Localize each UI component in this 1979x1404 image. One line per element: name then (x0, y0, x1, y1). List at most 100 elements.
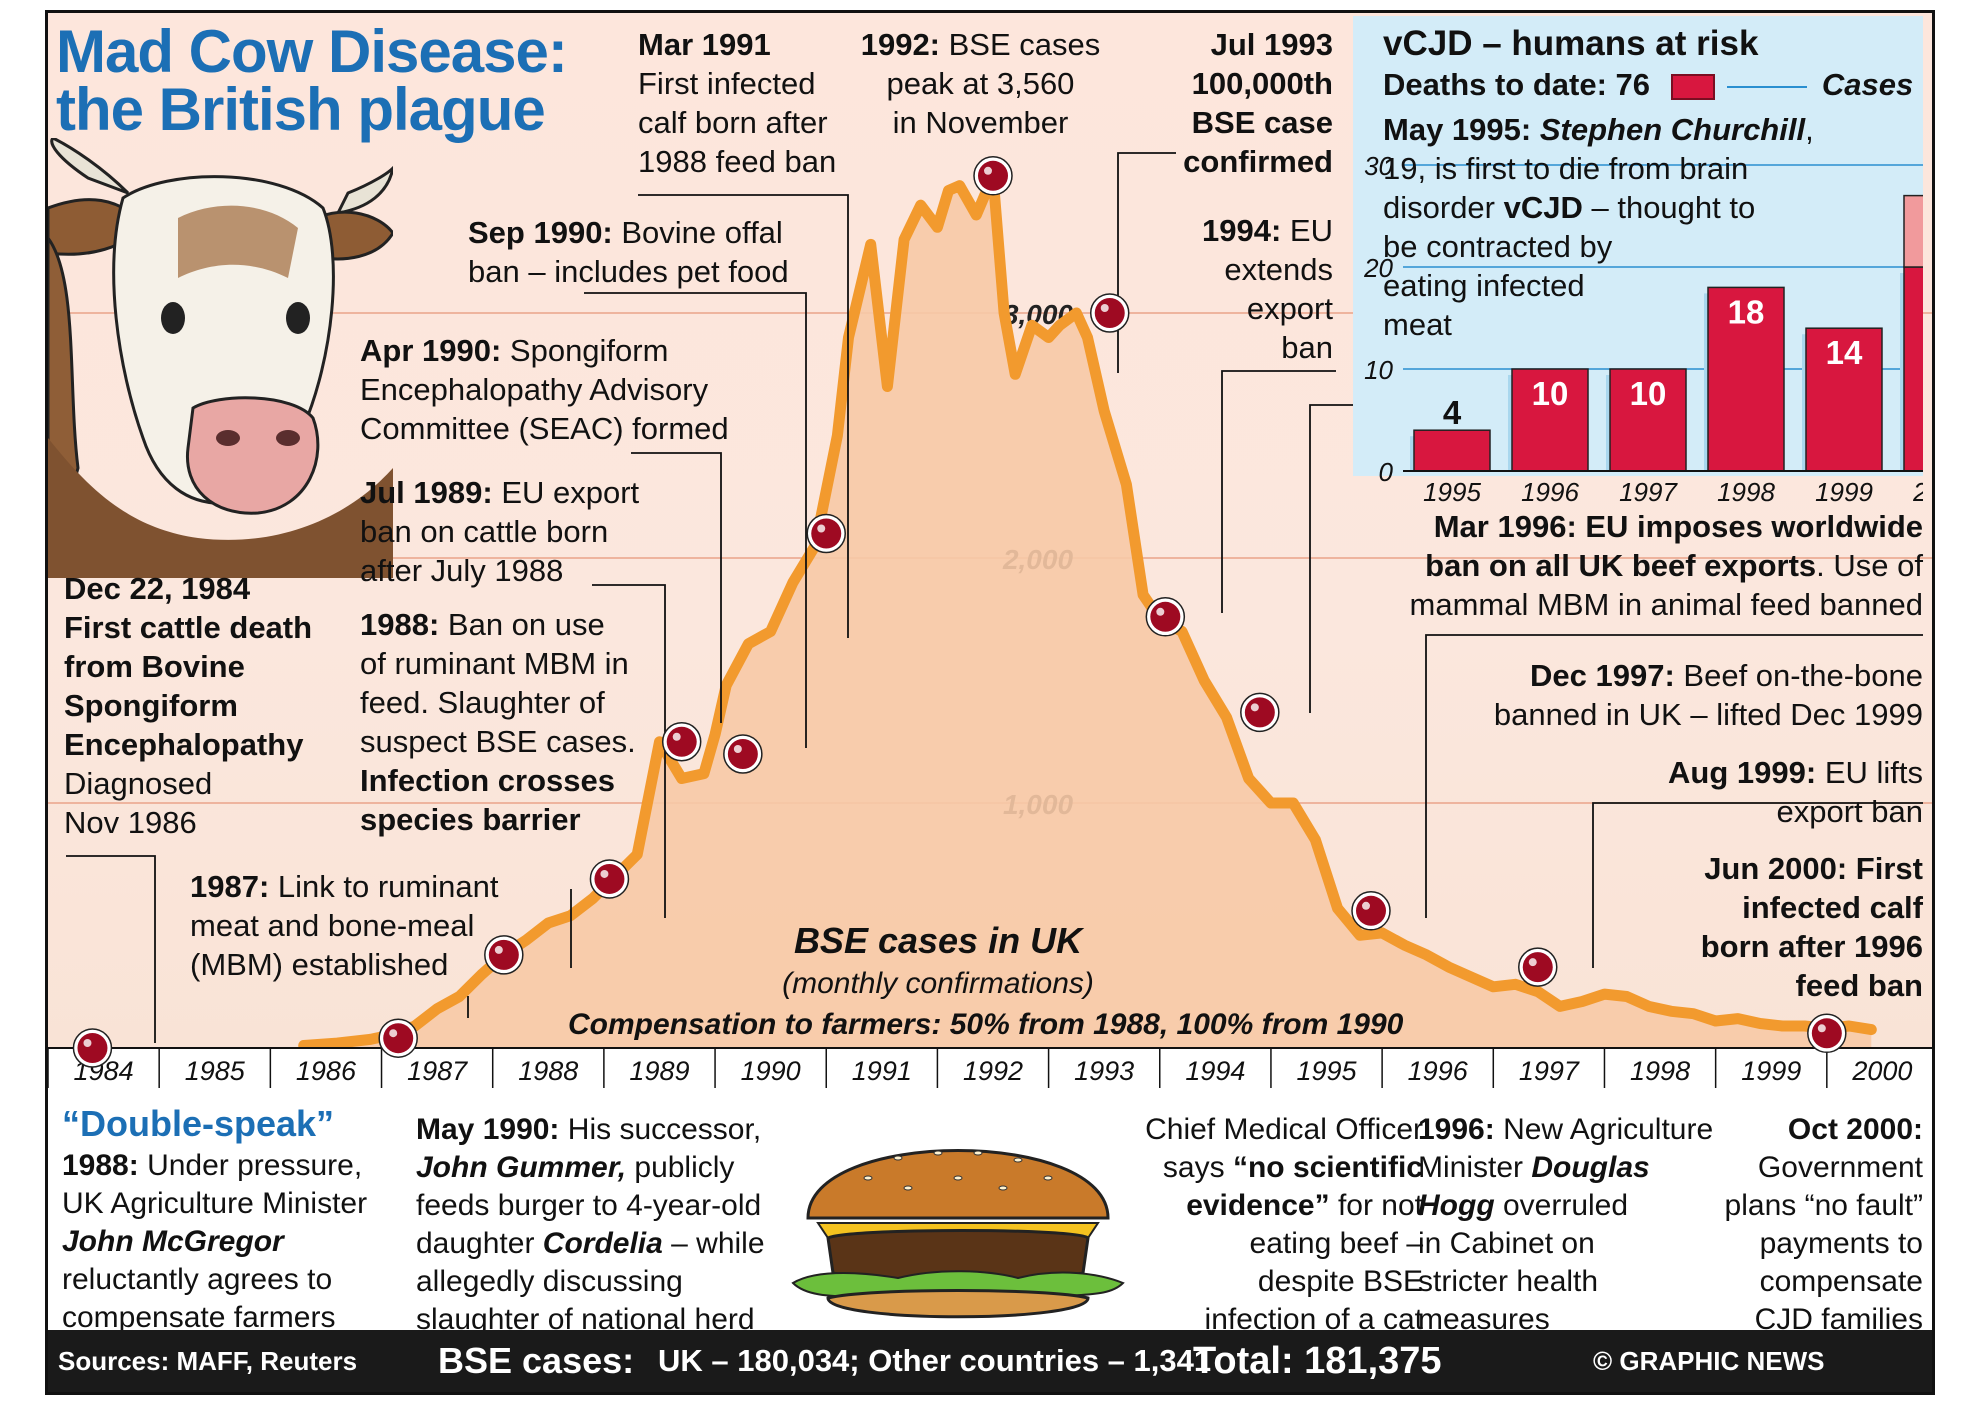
jul1993-line: confirmed (1183, 144, 1333, 179)
may1990-line: His successor, (559, 1113, 762, 1146)
cmo-line: says (1162, 1151, 1233, 1184)
inset-y-tick-label: 30 (1364, 151, 1393, 181)
y1996-date: 1996: (1418, 1113, 1495, 1146)
y1994-line: extends (1224, 252, 1333, 287)
event-marker (1145, 597, 1186, 637)
vcjd-note: May 1995: Stephen Churchill, 19, is firs… (1383, 110, 1814, 344)
event-marker (723, 734, 763, 774)
dec1984-line: Nov 1986 (64, 805, 197, 840)
annotation-1994: 1994: EU extends export ban (1148, 211, 1333, 367)
event-marker-dot (1094, 298, 1125, 328)
may1990-line: – while (662, 1227, 765, 1260)
y1994-line: ban (1281, 330, 1333, 365)
y1996-line: in Cabinet on (1418, 1227, 1595, 1260)
aug1999-date: Aug 1999: (1668, 755, 1817, 790)
y1996-name: Hogg (1418, 1189, 1495, 1222)
event-marker-shine (984, 166, 992, 175)
y1987-line: Link to ruminant (269, 869, 499, 904)
event-marker-shine (1528, 958, 1537, 967)
aug1999-line: export ban (1776, 794, 1924, 829)
vcjd-note-line: meat (1383, 307, 1452, 342)
dec1984-line: from Bovine (64, 649, 245, 684)
x-tick-label: 1991 (852, 1056, 912, 1086)
y1994-line: EU (1281, 213, 1333, 248)
mar1996-line: Mar 1996: EU imposes worldwide (1433, 509, 1923, 544)
y1992-line: peak at 3,560 (886, 66, 1075, 101)
y1988-line: of ruminant MBM in (360, 646, 629, 681)
legend-swatch (1670, 73, 1715, 100)
bottom-oct2000: Oct 2000: Government plans “no fault” pa… (1688, 1111, 1923, 1339)
event-marker-dot (383, 1023, 414, 1054)
mar1996-line: . Use of (1816, 548, 1923, 583)
event-marker-dot (811, 518, 842, 549)
jul1989-date: Jul 1989: (360, 475, 493, 510)
jul1989-line: EU export (492, 475, 640, 510)
may1990-name: John Gummer, (416, 1151, 627, 1184)
may1990-line: publicly (626, 1151, 735, 1184)
inset-bar (1707, 286, 1785, 472)
vcjd-chart: 0102030410101814202719951996199719981999… (1353, 16, 1923, 507)
may1990-line: feeds burger to 4-year-old (416, 1189, 762, 1222)
inset-y-tick-label: 0 (1379, 457, 1394, 487)
x-tick-label: 1986 (296, 1056, 357, 1086)
bottom-1996: 1996: New Agriculture Minister Douglas H… (1418, 1111, 1713, 1339)
y1988-date: 1988: (360, 607, 440, 642)
inset-x-tick-label: 1998 (1717, 477, 1775, 507)
y1996-name: Douglas (1531, 1151, 1650, 1184)
jul1993-date: Jul 1993 (1210, 27, 1333, 62)
doublespeak-heading: “Double-speak” (62, 1103, 335, 1144)
vcjd-deaths-label: Deaths to date: 76 (1383, 67, 1651, 102)
y1987-line: (MBM) established (190, 947, 449, 982)
event-marker (973, 156, 1013, 196)
inset-x-tick-label: 1997 (1619, 477, 1678, 507)
footer-sources: Sources: MAFF, Reuters (58, 1346, 358, 1376)
event-marker-shine (83, 1039, 92, 1047)
vcjd-note-line: disorder (1383, 190, 1504, 225)
inset-x-tick-label: 1995 (1423, 477, 1481, 507)
title-line-2: the British plague (56, 76, 546, 143)
mar1991-line: 1988 feed ban (638, 144, 837, 179)
inset-bar (1609, 368, 1687, 472)
event-marker (1240, 692, 1280, 733)
footer-cases-label: BSE cases: (438, 1340, 635, 1381)
vcjd-note-term: vCJD (1503, 190, 1583, 225)
event-marker (72, 1028, 113, 1068)
leader-line (592, 584, 666, 918)
event-marker (1518, 947, 1558, 987)
annotation-mar1996: Mar 1996: EU imposes worldwide ban on al… (1108, 507, 1923, 624)
doublespeak-line: compensate farmers (62, 1301, 336, 1334)
event-marker-shine (817, 524, 826, 533)
annotation-sep1990: Sep 1990: Bovine offal ban – includes pe… (468, 213, 789, 291)
may1990-name: Cordelia (542, 1227, 663, 1260)
event-marker (661, 722, 702, 762)
inset-bar (1903, 266, 1923, 472)
vcjd-note-line: , (1805, 112, 1814, 147)
event-marker-shine (1362, 901, 1370, 910)
cmo-quote: evidence” (1186, 1189, 1330, 1222)
vcjd-legend-label: Cases (1821, 67, 1914, 102)
apr1990-date: Apr 1990: (360, 333, 502, 368)
event-marker-shine (494, 945, 503, 954)
chart-note: Compensation to farmers: 50% from 1988, … (568, 1008, 1404, 1041)
dec1984-line: Spongiform (64, 688, 238, 723)
jul1993-line: 100,000th (1191, 66, 1333, 101)
annotation-dec1984: Dec 22, 1984 First cattle death from Bov… (64, 569, 312, 842)
bottom-cmo: Chief Medical Officer says “no scientifi… (1088, 1111, 1423, 1339)
event-marker-shine (733, 745, 742, 753)
event-marker (378, 1018, 418, 1058)
leader-line (1425, 634, 1923, 918)
event-marker (1807, 1013, 1847, 1054)
mar1991-line: calf born after (638, 105, 828, 140)
cmo-line: Chief Medical Officer (1145, 1113, 1423, 1146)
event-marker-dot (1356, 895, 1386, 926)
may1990-date: May 1990: (416, 1113, 560, 1146)
dec1984-line: Encephalopathy (64, 727, 304, 762)
aug1999-line: EU lifts (1816, 755, 1923, 790)
event-marker-shine (389, 1029, 398, 1038)
event-marker-dot (727, 739, 758, 769)
event-marker (484, 935, 524, 975)
vcjd-note-line: 19, is first to die from brain (1383, 151, 1749, 186)
y1988-line: feed. Slaughter of (360, 685, 605, 720)
x-tick-label: 2000 (1851, 1056, 1912, 1086)
y1988-line: Ban on use (439, 607, 605, 642)
